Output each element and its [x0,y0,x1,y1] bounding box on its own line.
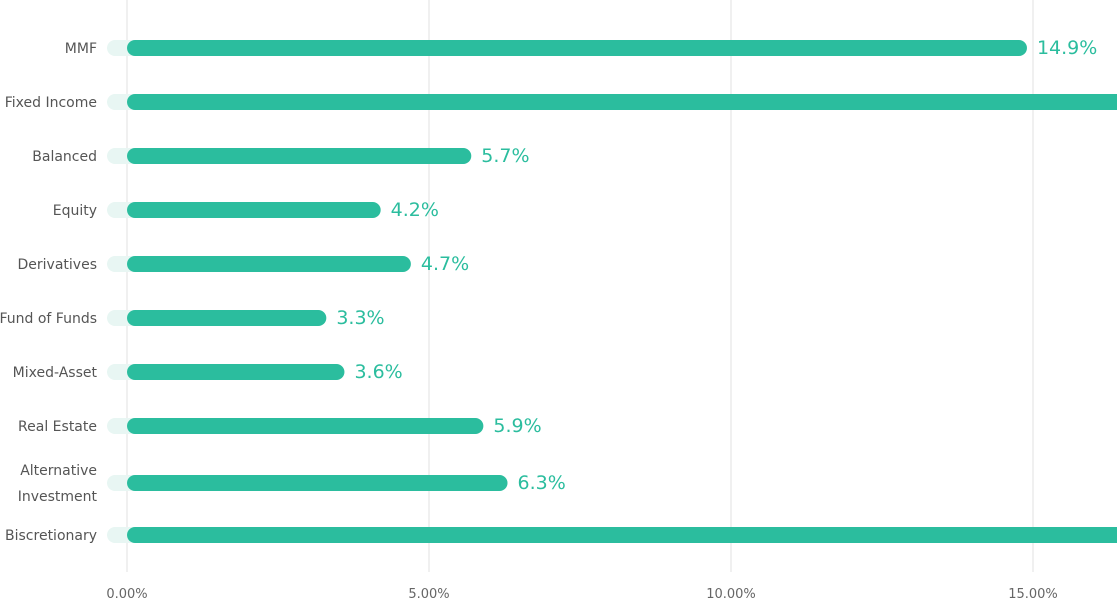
category-label: Fixed Income [5,95,97,111]
x-tick-label: 10.00% [706,587,756,602]
bar [127,202,381,218]
bar [127,527,1117,543]
bars: 14.9%31.6%5.7%4.2%4.7%3.3%3.6%5.9%6.3%19… [107,37,1117,543]
bar-value-label: 5.9% [493,415,541,437]
bar-value-label: 3.3% [336,307,384,329]
bar [127,256,411,272]
bar-value-label: 3.6% [354,361,402,383]
bar [127,364,345,380]
x-tick-label: 15.00% [1008,587,1058,602]
x-tick-label: 5.00% [408,587,449,602]
category-label: MMF [65,41,97,57]
bar [127,418,484,434]
bar [127,40,1027,56]
category-label: Biscretionary [5,528,97,544]
category-label: Real Estate [18,419,97,435]
bar-value-label: 5.7% [481,145,529,167]
bar [127,94,1117,110]
bar-value-label: 4.2% [391,199,439,221]
bar-value-label: 4.7% [421,253,469,275]
bar [127,148,472,164]
x-tick-label: 0.00% [106,587,147,602]
category-label: Alternative [20,463,97,479]
category-label: Balanced [32,149,97,165]
bar [127,475,508,491]
x-axis-ticks: 0.00%5.00%10.00%15.00%20.00%25.00%30.00% [106,587,1058,602]
category-label: Investment [18,489,98,505]
category-labels: MMF Fixed Income Balanced Equity Derivatives… [0,41,98,544]
bar [127,310,327,326]
category-label: Fund of Funds [0,311,97,327]
bar-value-label: 6.3% [518,472,566,494]
category-label: Equity [53,203,97,219]
category-label: Derivatives [18,257,97,273]
category-label: Mixed-Asset [13,365,98,381]
bar-value-label: 14.9% [1037,37,1097,59]
